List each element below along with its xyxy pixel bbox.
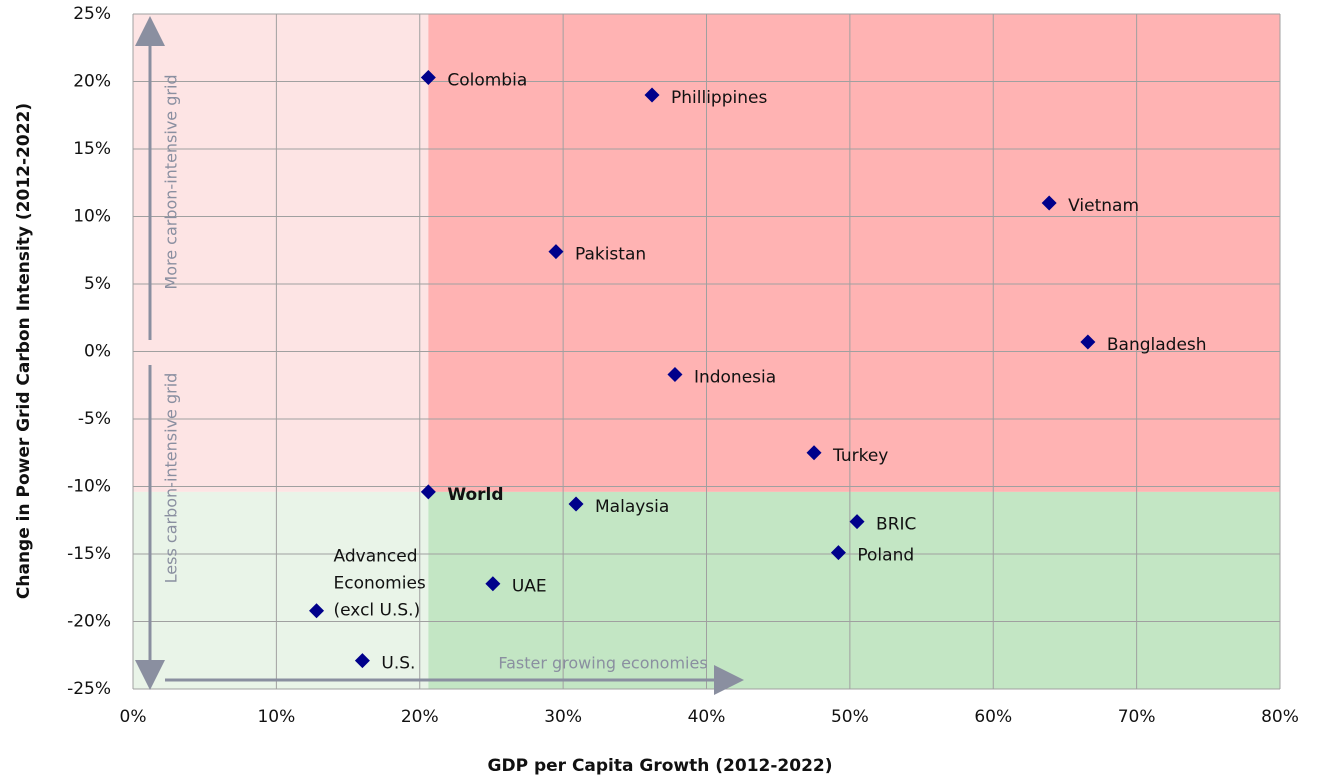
y-tick-label: 25% [73, 4, 111, 24]
point-label: Malaysia [595, 497, 669, 517]
x-tick-label: 70% [1118, 707, 1156, 727]
x-tick-label: 10% [257, 707, 295, 727]
x-tick-label: 50% [831, 707, 869, 727]
point-label: Advanced [334, 547, 418, 567]
annotation: Faster growing economies [498, 654, 707, 673]
x-tick-label: 40% [688, 707, 726, 727]
point [420, 69, 436, 85]
point-label: UAE [512, 577, 547, 597]
point [485, 576, 501, 592]
x-tick-label: 20% [401, 707, 439, 727]
point-label: Pakistan [575, 245, 646, 265]
point [548, 244, 564, 260]
y-tick-label: 5% [84, 274, 111, 294]
point-label: Indonesia [694, 367, 776, 387]
x-tick-label: 30% [544, 707, 582, 727]
quadrant [133, 491, 429, 689]
y-tick-label: -15% [67, 544, 111, 564]
point-label: Vietnam [1068, 196, 1139, 216]
x-tick-label: 80% [1261, 707, 1299, 727]
point-label: BRIC [876, 515, 916, 535]
y-tick-label: -10% [67, 477, 111, 497]
point [1080, 334, 1096, 350]
point [1041, 195, 1057, 211]
y-tick-label: 15% [73, 139, 111, 159]
point-label: World [447, 485, 503, 505]
point-label: (excl U.S.) [334, 601, 421, 621]
x-tick-label: 60% [974, 707, 1012, 727]
point [568, 496, 584, 512]
y-tick-label: -5% [78, 409, 111, 429]
y-axis-title: Change in Power Grid Carbon Intensity (2… [14, 103, 34, 599]
point-label: Poland [857, 546, 914, 566]
point-label: Colombia [447, 70, 527, 90]
point [849, 514, 865, 530]
x-axis-title: GDP per Capita Growth (2012-2022) [488, 756, 833, 776]
x-tick-label: 0% [120, 707, 147, 727]
point-label: Phillippines [671, 88, 767, 108]
y-tick-label: 0% [84, 342, 111, 362]
point [354, 653, 370, 669]
point-label: Bangladesh [1107, 335, 1207, 355]
annotation: Less carbon-intensive grid [162, 373, 181, 584]
point-label: Economies [334, 574, 426, 594]
annotation: More carbon-intensive grid [162, 74, 181, 289]
point [830, 545, 846, 561]
y-tick-label: -25% [67, 679, 111, 699]
y-tick-label: -20% [67, 612, 111, 632]
point-label: Turkey [832, 446, 888, 466]
point [309, 603, 325, 619]
point [806, 445, 822, 461]
point-label: U.S. [381, 654, 415, 674]
quadrant [133, 14, 429, 492]
y-tick-label: 20% [73, 72, 111, 92]
y-tick-label: 10% [73, 207, 111, 227]
point [667, 366, 683, 382]
point [644, 87, 660, 103]
point [420, 484, 436, 500]
quadrant [428, 14, 1280, 492]
